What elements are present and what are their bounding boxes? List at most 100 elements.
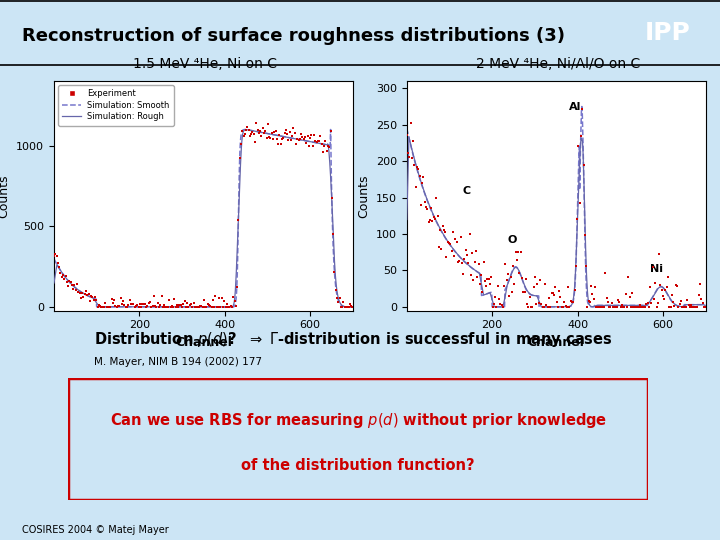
Text: Ni: Ni xyxy=(650,264,663,274)
Point xyxy=(523,302,534,311)
Point xyxy=(498,282,510,291)
Point xyxy=(201,303,212,312)
Point xyxy=(608,302,620,311)
Point xyxy=(346,301,357,310)
Point xyxy=(593,302,605,311)
Point xyxy=(408,137,419,145)
Point xyxy=(251,119,262,128)
Point xyxy=(234,153,246,162)
Point xyxy=(162,303,174,312)
Point xyxy=(73,287,84,296)
Point xyxy=(580,262,592,271)
Point xyxy=(475,271,487,279)
Point xyxy=(667,298,679,307)
Point xyxy=(116,299,127,308)
Point xyxy=(112,301,124,310)
Point xyxy=(272,140,284,149)
Point xyxy=(474,280,485,288)
Point xyxy=(208,303,220,312)
Point xyxy=(503,292,515,300)
Point xyxy=(106,295,117,303)
Point xyxy=(206,303,217,312)
Point xyxy=(456,259,467,267)
Point xyxy=(595,302,607,311)
Point xyxy=(86,293,98,302)
Point xyxy=(176,303,188,312)
Point xyxy=(161,303,173,312)
Point xyxy=(254,127,266,136)
Point xyxy=(293,136,305,145)
Text: Al: Al xyxy=(569,102,581,112)
Point xyxy=(66,281,78,289)
Point xyxy=(505,273,516,281)
Point xyxy=(148,292,160,301)
Point xyxy=(611,302,623,311)
Y-axis label: Counts: Counts xyxy=(357,174,370,218)
Text: Distribution $p(d)$?  $\Rightarrow$ $\Gamma$-distribution is successful in many : Distribution $p(d)$? $\Rightarrow$ $\Gam… xyxy=(94,330,612,349)
Point xyxy=(80,287,91,295)
Point xyxy=(68,281,80,289)
Point xyxy=(163,295,175,304)
Point xyxy=(107,299,119,307)
Point xyxy=(589,283,600,292)
Text: COSIRES 2004 © Matej Mayer: COSIRES 2004 © Matej Mayer xyxy=(22,525,168,535)
Point xyxy=(179,296,190,305)
Point xyxy=(531,280,543,288)
Point xyxy=(510,248,521,256)
Point xyxy=(620,289,631,298)
Point xyxy=(447,228,459,237)
Point xyxy=(618,302,630,311)
Point xyxy=(198,295,210,304)
Point xyxy=(587,290,598,299)
Point xyxy=(625,302,636,311)
Point xyxy=(444,239,455,247)
Point xyxy=(411,163,423,172)
Point xyxy=(600,293,612,302)
Point xyxy=(671,282,683,291)
Point xyxy=(549,291,560,300)
Point xyxy=(257,124,269,133)
Point xyxy=(559,298,570,307)
Point xyxy=(156,292,167,301)
Point xyxy=(452,258,464,266)
Point xyxy=(292,135,303,144)
Point xyxy=(651,302,662,311)
Point xyxy=(415,200,427,209)
Point xyxy=(235,140,247,149)
Point xyxy=(531,300,542,309)
Point xyxy=(572,215,583,224)
Point xyxy=(213,293,225,302)
Point xyxy=(432,212,444,220)
X-axis label: Channel: Channel xyxy=(175,336,232,349)
Point xyxy=(682,295,693,304)
Point xyxy=(442,238,454,247)
Point xyxy=(117,297,129,306)
Point xyxy=(144,297,156,306)
Point xyxy=(339,303,351,312)
Point xyxy=(658,294,670,303)
Point xyxy=(618,302,629,311)
Point xyxy=(557,302,569,311)
Point xyxy=(320,136,331,145)
Point xyxy=(656,286,667,295)
Point xyxy=(683,301,694,309)
Point xyxy=(79,290,91,299)
Point xyxy=(437,222,449,231)
Point xyxy=(597,302,608,311)
Point xyxy=(413,165,424,174)
Point xyxy=(266,129,277,137)
Point xyxy=(584,298,595,306)
Point xyxy=(536,300,547,308)
Point xyxy=(70,286,81,294)
Point xyxy=(541,301,552,309)
Point xyxy=(248,129,259,138)
Point xyxy=(616,300,628,309)
Point xyxy=(259,126,271,135)
Point xyxy=(574,199,585,208)
Point xyxy=(588,295,600,303)
Point xyxy=(464,230,475,238)
Point xyxy=(76,289,88,298)
Point xyxy=(58,274,70,283)
Point xyxy=(326,194,338,202)
Point xyxy=(166,301,178,310)
